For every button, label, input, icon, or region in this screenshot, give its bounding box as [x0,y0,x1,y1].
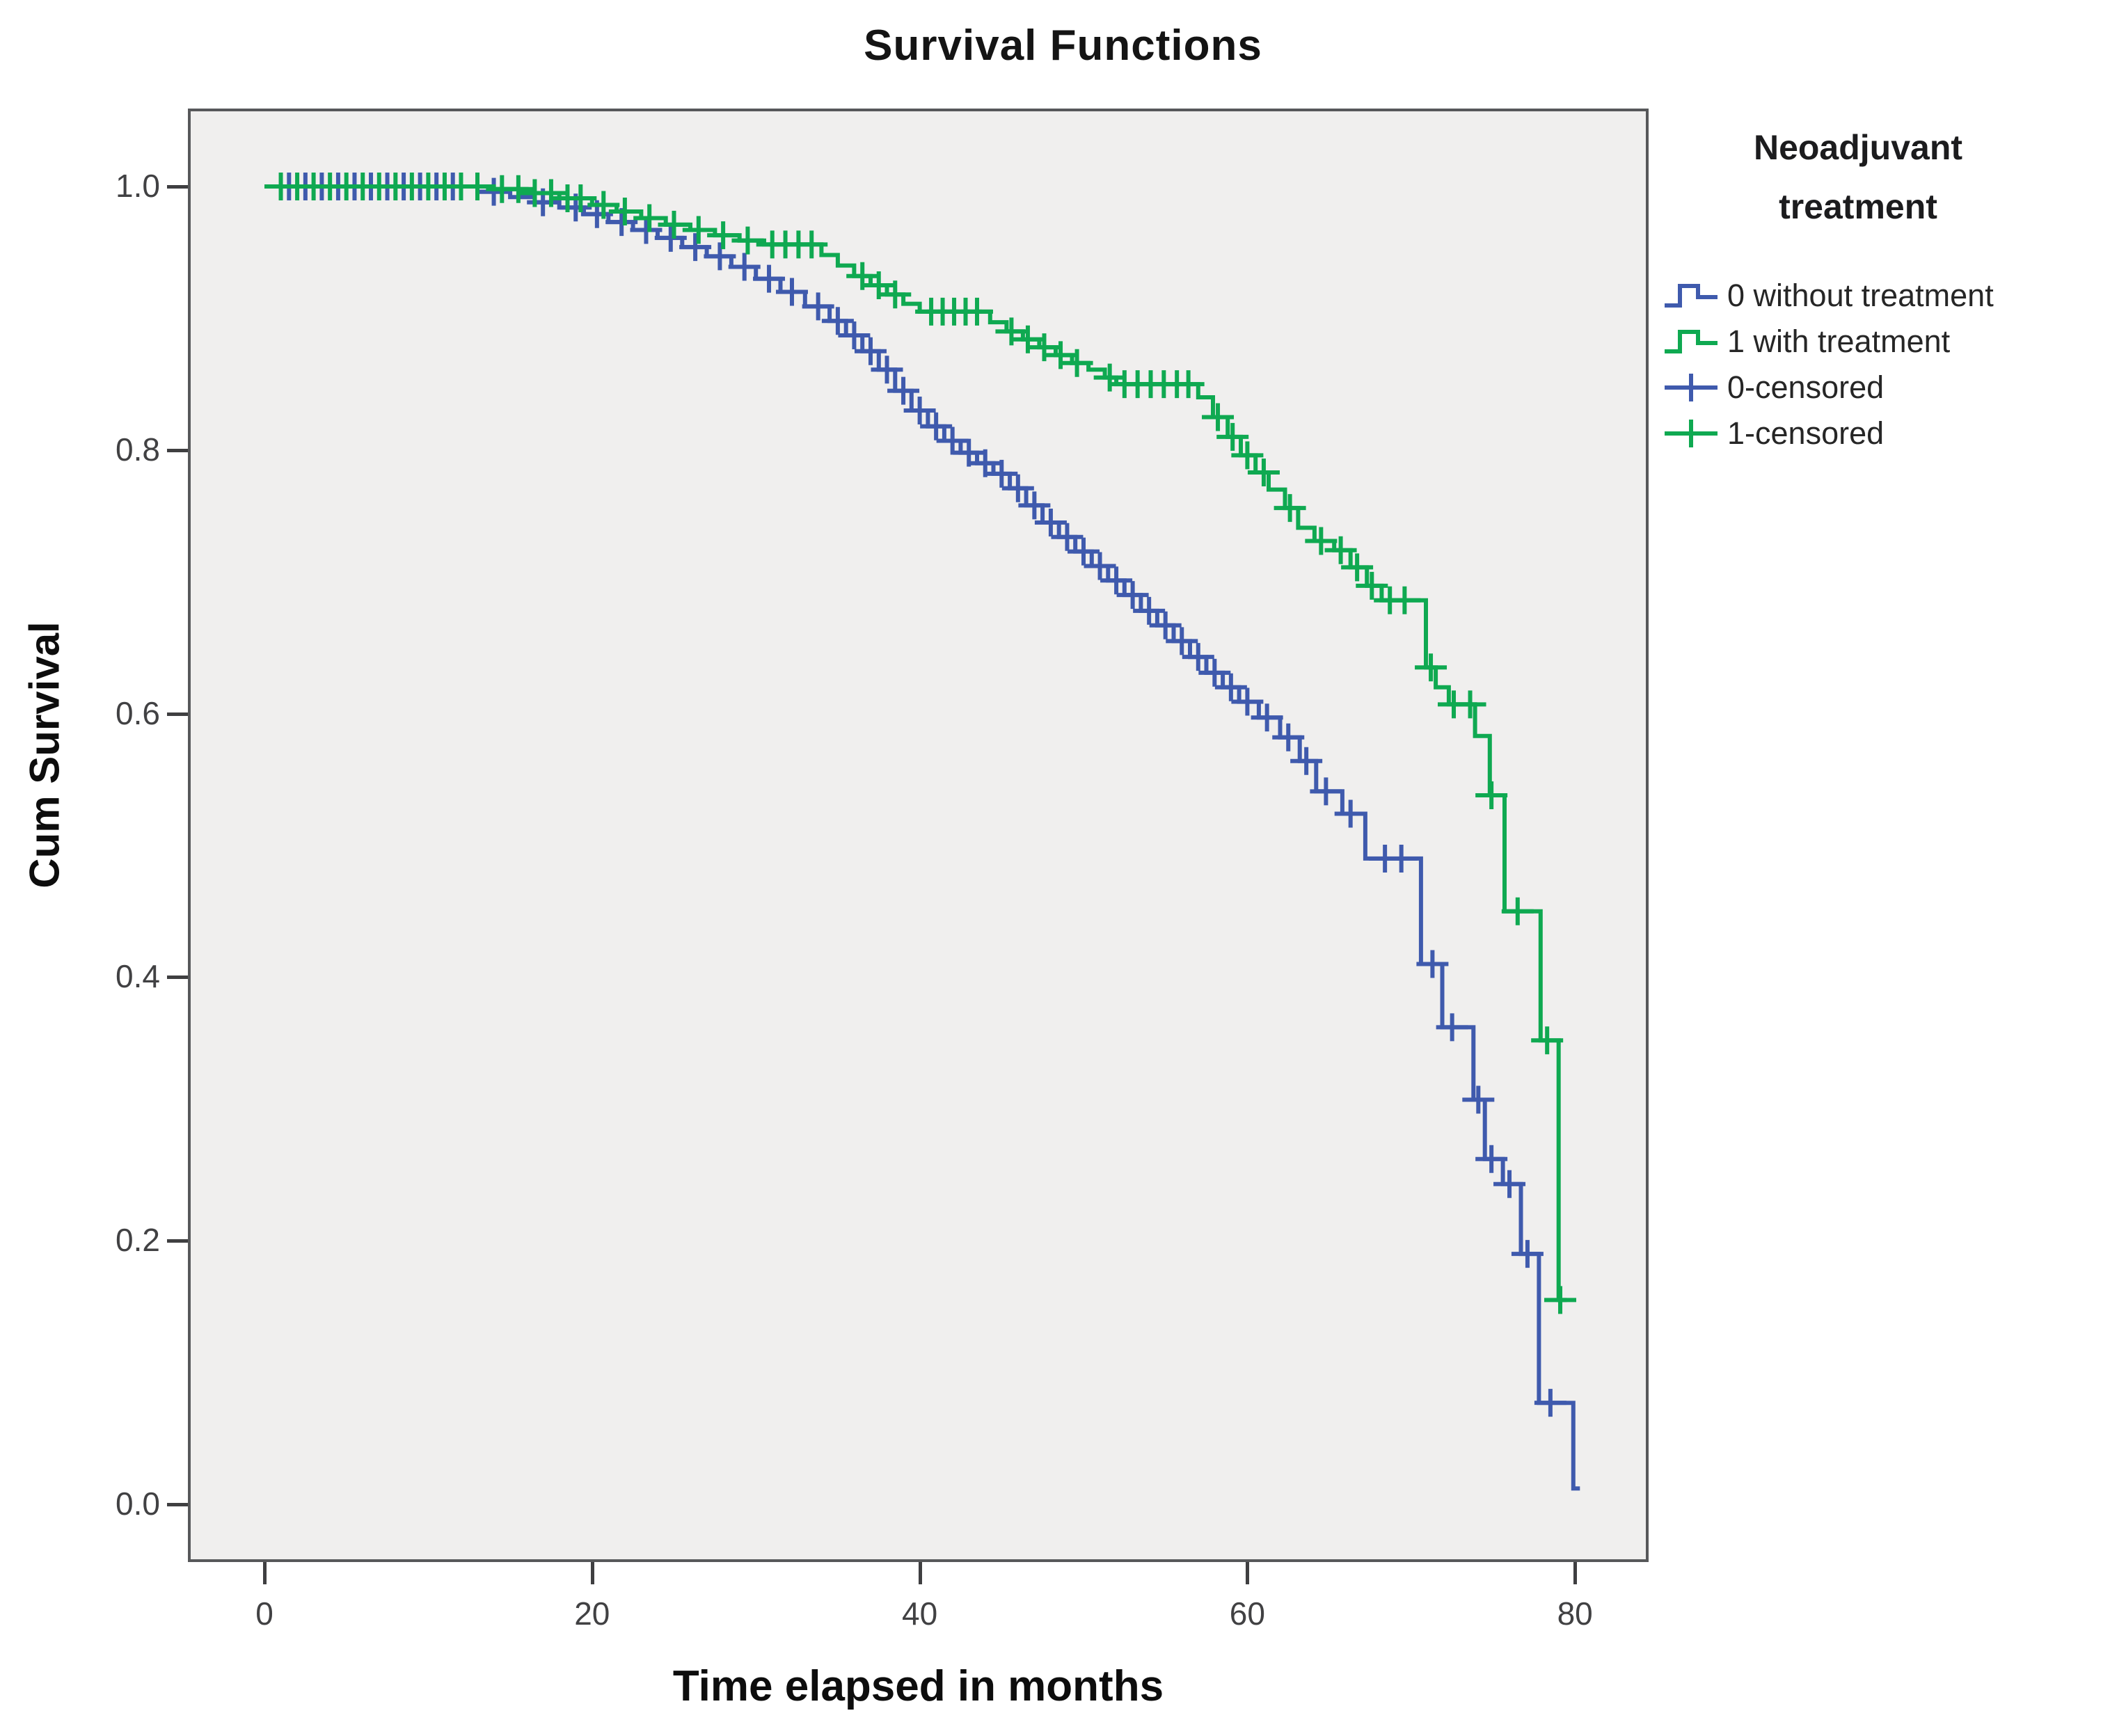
legend-item-label: 1-censored [1727,415,1885,451]
y-tick-label: 0.6 [116,694,160,731]
y-tick-label: 1.0 [116,168,160,204]
x-tick-mark [263,1562,267,1584]
x-tick-mark [590,1562,594,1584]
y-tick-label: 0.4 [116,958,160,995]
x-tick-label: 60 [1229,1595,1265,1632]
legend-item: 1 with treatment [1663,319,2109,365]
x-tick-label: 0 [255,1595,273,1632]
x-tick-label: 80 [1557,1595,1593,1632]
legend-title: Neoadjuvant treatment [1753,128,1963,226]
legend-item-list: 0 without treatment 1 with treatment 0-cen… [1663,273,2109,456]
legend-item-label: 0-censored [1727,369,1885,405]
survival-curve-1 [264,184,1567,1303]
legend: Neoadjuvant treatment 0 without treatmen… [1663,118,2109,456]
x-tick-mark [1246,1562,1250,1584]
y-tick-mark [167,1503,188,1506]
legend-item: 0 without treatment [1663,273,2109,319]
x-tick-mark [1573,1562,1578,1584]
censor-marks-0 [273,173,1566,1417]
censor-marks-1 [264,173,1577,1314]
legend-item-label: 0 without treatment [1727,278,1994,313]
y-tick-mark [167,712,188,716]
legend-item-label: 1 with treatment [1727,324,1951,359]
step-line-icon [1665,284,1718,308]
y-axis-label: Cum Survival [21,621,68,889]
censor-cross-icon [1665,420,1718,447]
survival-curves-canvas [264,173,1580,1491]
y-tick-label: 0.2 [116,1222,160,1259]
x-tick-label: 40 [902,1595,938,1632]
step-line-icon [1665,330,1718,353]
y-tick-mark [167,1239,188,1243]
y-tick-mark [167,975,188,980]
survival-curve-0 [264,184,1580,1491]
plot-area [188,109,1649,1562]
chart-title: Survival Functions [864,22,1262,70]
x-axis-label: Time elapsed in months [672,1662,1164,1710]
y-tick-label: 0.8 [116,431,160,468]
legend-item: 0-censored [1663,365,2109,411]
x-tick-mark [918,1562,922,1584]
x-tick-label: 20 [574,1595,610,1632]
legend-item: 1-censored [1663,411,2109,456]
y-tick-label: 0.0 [116,1486,160,1522]
censor-cross-icon [1665,374,1718,401]
y-tick-mark [167,448,188,452]
y-tick-mark [167,185,188,189]
